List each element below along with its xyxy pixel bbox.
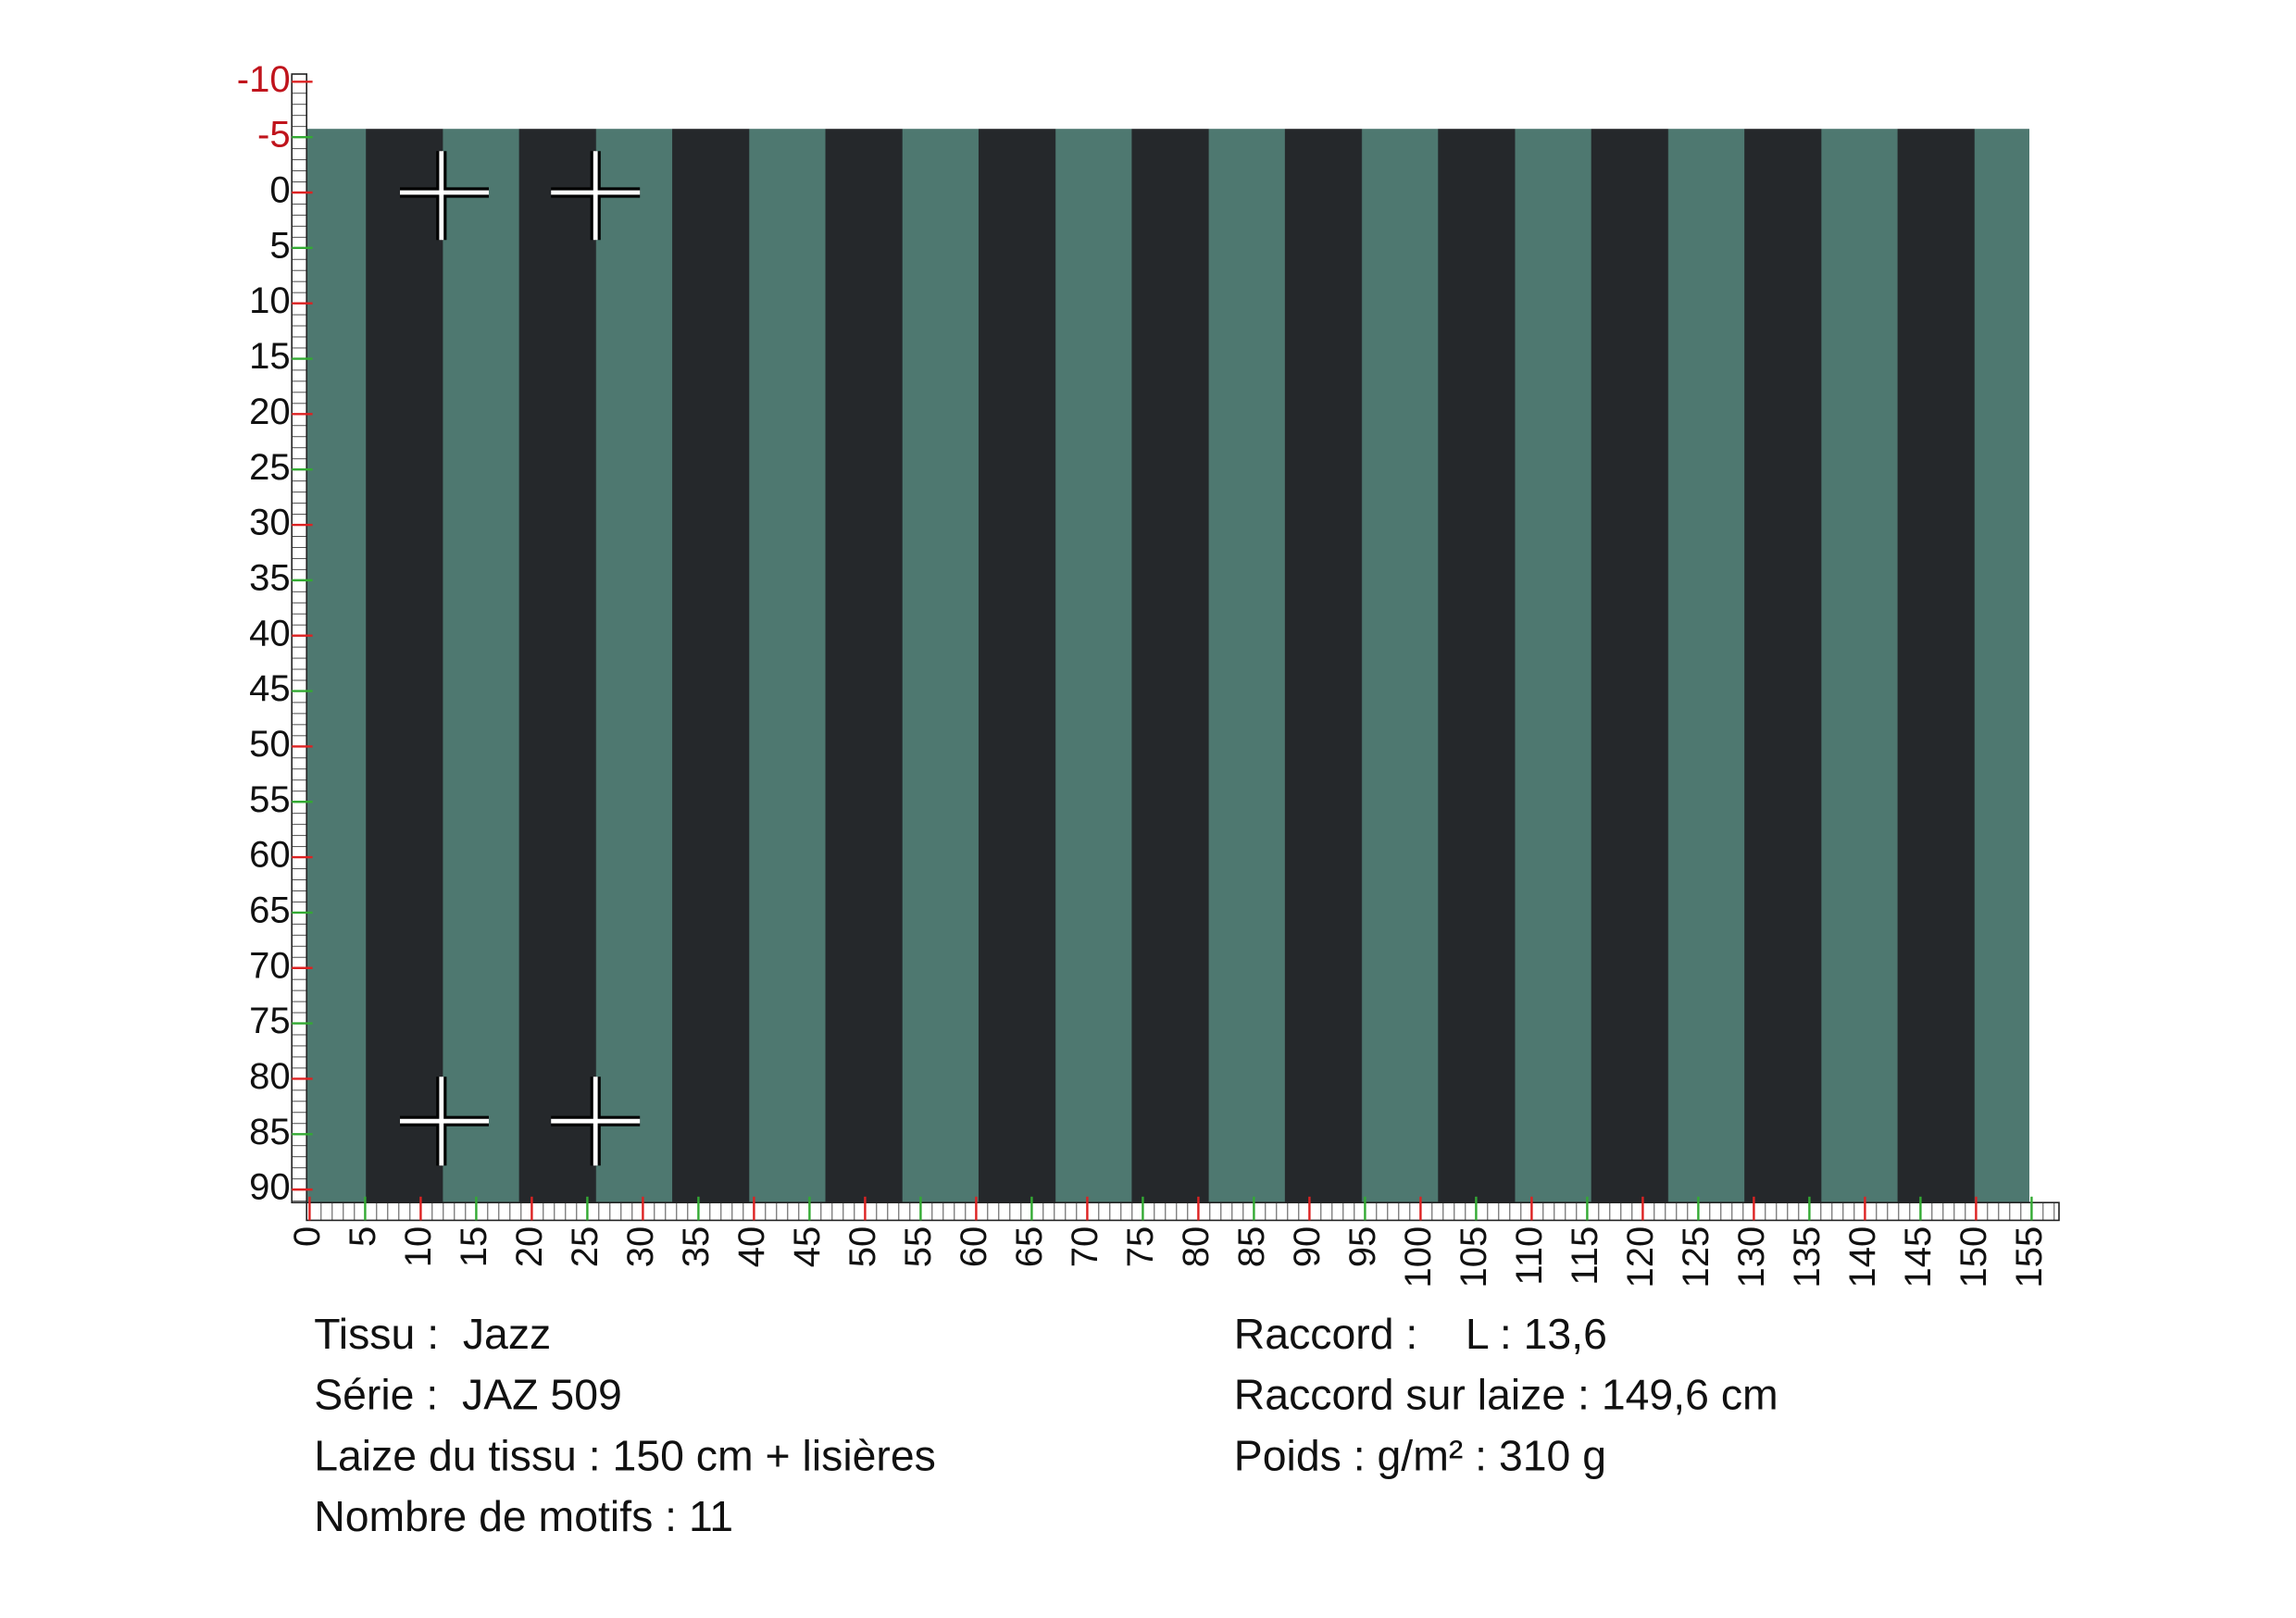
ruler-label: 0 <box>287 1226 328 1247</box>
info-line: Série : JAZ 509 <box>314 1371 622 1419</box>
fabric <box>306 129 2030 1203</box>
ruler-label: 55 <box>249 779 291 820</box>
info-line: Tissu : Jazz <box>314 1310 551 1358</box>
ruler-label: 35 <box>676 1226 717 1268</box>
ruler-label: 65 <box>1009 1226 1050 1268</box>
ruler-label: 45 <box>249 668 291 709</box>
ruler-label: 20 <box>509 1226 550 1268</box>
ruler-label: 15 <box>249 336 291 377</box>
ruler-label: 40 <box>731 1226 772 1268</box>
ruler-label: 100 <box>1398 1226 1439 1288</box>
ruler-label: 25 <box>565 1226 605 1268</box>
ruler-label: 30 <box>620 1226 661 1268</box>
ruler-label: 5 <box>343 1226 383 1247</box>
info-line: Nombre de motifs : 11 <box>314 1492 733 1540</box>
fabric-info: Tissu : Jazz Série : JAZ 509 Laize du tiss… <box>314 1310 1778 1540</box>
ruler-label: 20 <box>249 392 291 432</box>
ruler-label: 85 <box>1231 1226 1272 1268</box>
ruler-label: -10 <box>237 59 291 100</box>
ruler-label: 70 <box>249 945 291 986</box>
ruler-label: 5 <box>269 225 290 266</box>
ruler-label: 30 <box>249 503 291 543</box>
ruler-label: 85 <box>249 1112 291 1152</box>
info-line: Raccord sur laize : 149,6 cm <box>1234 1371 1778 1419</box>
ruler-label: 150 <box>1953 1226 1994 1288</box>
ruler-label: 140 <box>1842 1226 1883 1288</box>
ruler-label: 125 <box>1676 1226 1716 1288</box>
ruler-label: 110 <box>1509 1226 1550 1286</box>
ruler-label: 10 <box>249 280 291 321</box>
info-line: Raccord : L : 13,6 <box>1234 1310 1607 1358</box>
ruler-label: 135 <box>1787 1226 1828 1288</box>
ruler-label: 0 <box>269 170 290 211</box>
ruler-label: 130 <box>1731 1226 1772 1288</box>
ruler-label: 50 <box>842 1226 883 1268</box>
ruler-label: 75 <box>1120 1226 1161 1268</box>
ruler-label: 55 <box>898 1226 939 1268</box>
ruler-label: 145 <box>1898 1226 1939 1288</box>
ruler-label: 90 <box>249 1167 291 1208</box>
ruler-label: 10 <box>398 1226 439 1268</box>
ruler-label: 80 <box>1176 1226 1217 1268</box>
ruler-label: 40 <box>249 613 291 653</box>
ruler-label: 155 <box>2009 1226 2050 1288</box>
left-ruler <box>291 73 308 1203</box>
ruler-label: 65 <box>249 890 291 930</box>
ruler-label: 115 <box>1565 1226 1605 1286</box>
ruler-label: -5 <box>257 115 291 156</box>
ruler-label: 80 <box>249 1056 291 1097</box>
ruler-label: 25 <box>249 447 291 488</box>
registration-marks <box>400 151 641 1166</box>
ruler-label: 75 <box>249 1001 291 1041</box>
ruler-label: 90 <box>1287 1226 1328 1268</box>
ruler-label: 120 <box>1620 1226 1661 1288</box>
ruler-label: 60 <box>249 835 291 876</box>
ruler-label: 35 <box>249 557 291 598</box>
ruler-label: 105 <box>1454 1226 1494 1288</box>
ruler-label: 15 <box>454 1226 494 1268</box>
ruler-label: 50 <box>249 724 291 765</box>
info-line: Poids : g/m² : 310 g <box>1234 1431 1606 1479</box>
ruler-label: 60 <box>954 1226 994 1268</box>
ruler-label: 95 <box>1342 1226 1383 1268</box>
bottom-ruler <box>306 1201 2060 1222</box>
info-line: Laize du tissu : 150 cm + lisières <box>314 1431 936 1479</box>
ruler-label: 45 <box>787 1226 828 1268</box>
ruler-label: 70 <box>1065 1226 1105 1268</box>
